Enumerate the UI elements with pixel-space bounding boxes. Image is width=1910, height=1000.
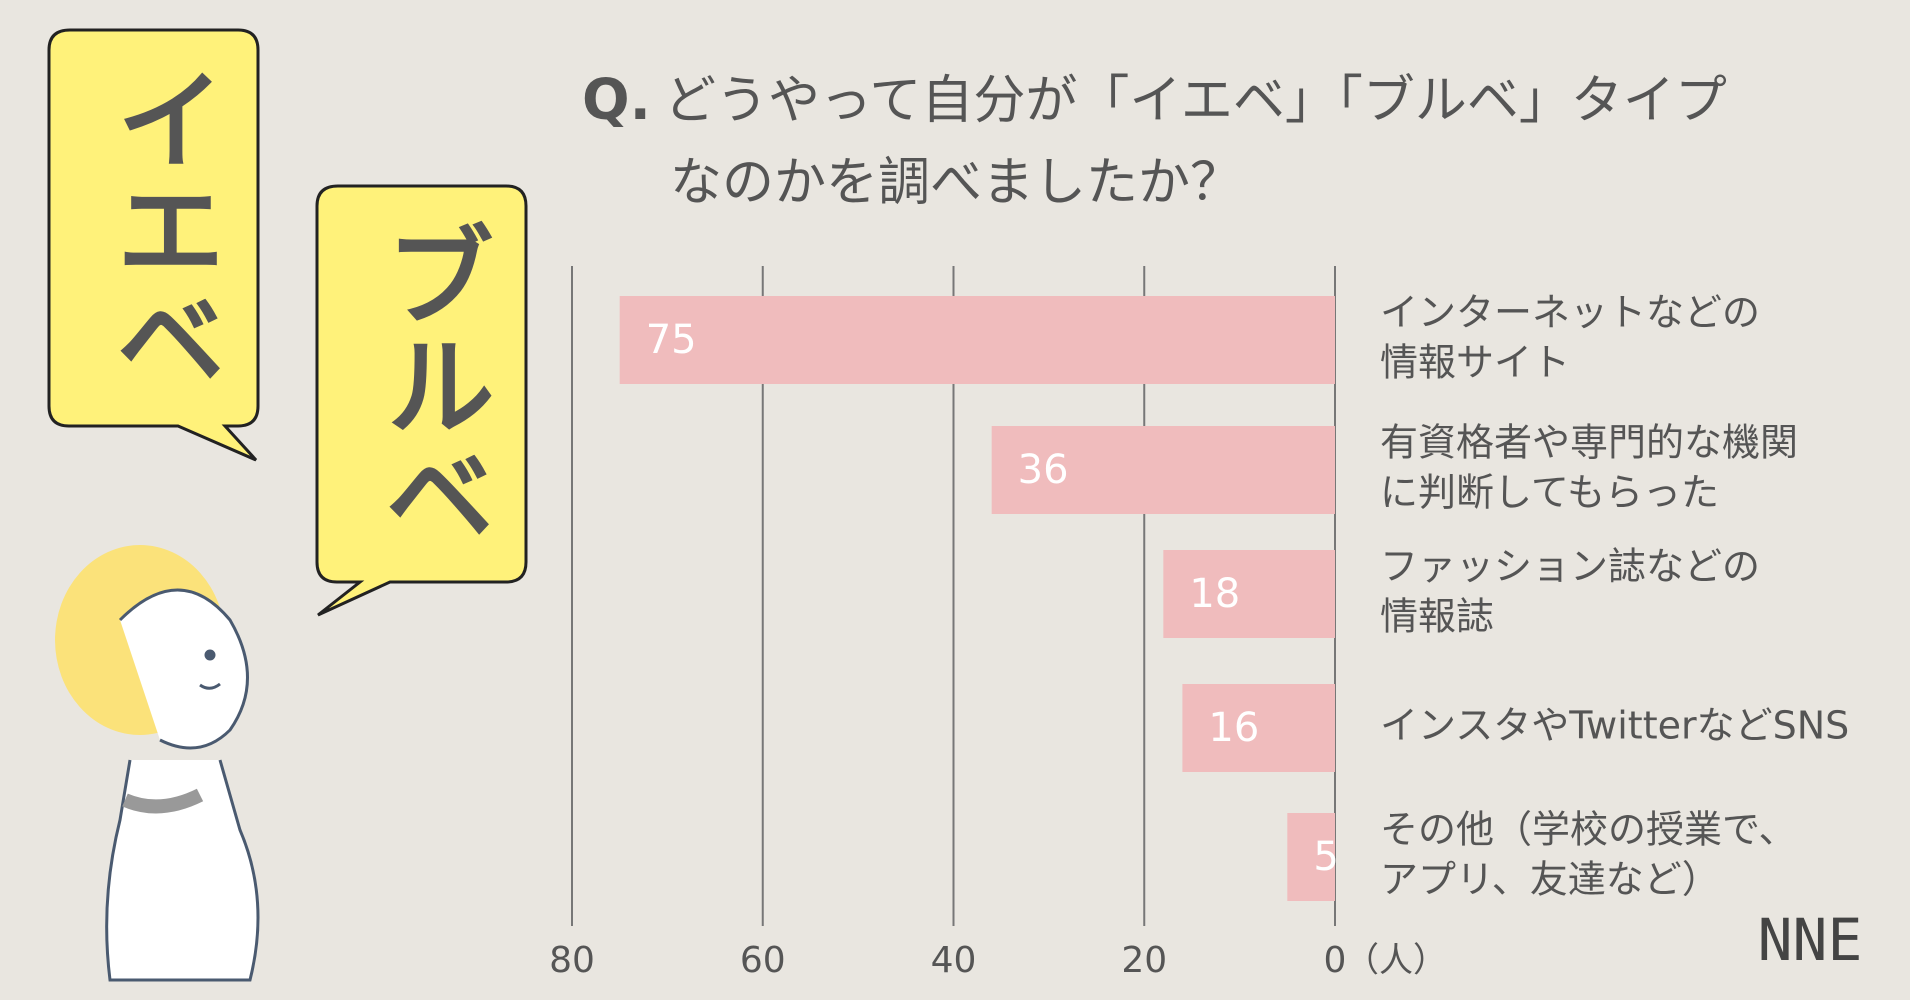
- data-label: 75: [646, 317, 697, 363]
- chart-title: どうやって自分が「イエベ」「ブルベ」タイプ: [664, 71, 1727, 131]
- category-label: インスタやTwitterなどSNS: [1380, 704, 1849, 748]
- logo: NNE: [1758, 906, 1863, 974]
- x-tick-label: 80: [549, 940, 595, 981]
- category-label: ファッション誌などの: [1380, 545, 1760, 589]
- bubble-text: イエベ: [97, 63, 225, 393]
- category-label: に判断してもらった: [1380, 471, 1719, 515]
- x-axis-unit: （人）: [1345, 941, 1447, 981]
- category-label: 有資格者や専門的な機関: [1380, 421, 1798, 465]
- speech-bubble: [47, 28, 260, 462]
- x-tick-label: 60: [740, 940, 786, 981]
- x-tick-label: 0: [1324, 940, 1347, 981]
- chart-title: なのかを調べましたか？: [670, 153, 1242, 213]
- bar: [1163, 550, 1335, 638]
- category-label: その他（学校の授業で、: [1380, 808, 1796, 852]
- bar: [991, 426, 1335, 514]
- data-label: 16: [1208, 705, 1259, 751]
- data-label: 36: [1018, 447, 1069, 493]
- title-prefix: Q.: [582, 68, 651, 133]
- bubble-text: ブルベ: [366, 219, 494, 549]
- bar: [1287, 813, 1335, 901]
- x-tick-label: 20: [1121, 940, 1167, 981]
- illustration: [55, 545, 260, 982]
- category-label: アプリ、友達など）: [1380, 858, 1720, 902]
- category-label: 情報誌: [1380, 595, 1494, 639]
- data-label: 18: [1189, 571, 1240, 617]
- bar: [619, 296, 1335, 384]
- category-label: インターネットなどの: [1380, 291, 1760, 335]
- category-label: 情報サイト: [1380, 341, 1570, 385]
- x-tick-label: 40: [931, 940, 977, 981]
- bar: [1182, 684, 1335, 772]
- data-label: 5: [1313, 834, 1338, 880]
- speech-bubble: [315, 184, 528, 617]
